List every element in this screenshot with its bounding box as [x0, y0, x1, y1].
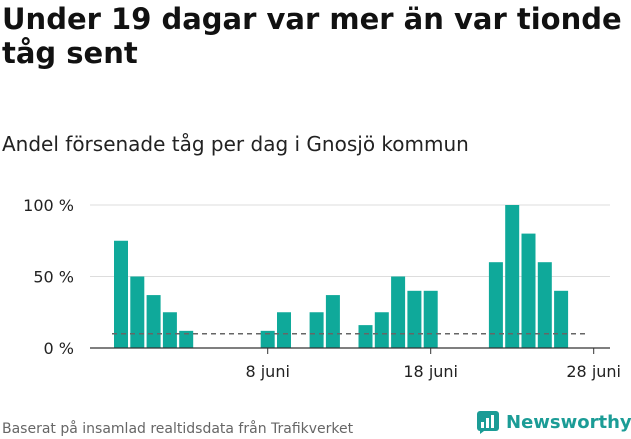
bar [146, 295, 161, 348]
y-tick-label: 100 % [23, 196, 74, 215]
bar [114, 240, 128, 348]
bar-chart: 0 % 50 % 100 % 8 juni 18 juni 28 juni [23, 196, 621, 381]
bar [130, 276, 145, 348]
bar [505, 205, 520, 348]
x-tick-label: 8 juni [245, 362, 289, 381]
bar [521, 233, 536, 348]
y-tick-label: 0 % [44, 339, 74, 358]
x-tick-label: 28 juni [566, 362, 621, 381]
x-tick-label: 18 juni [403, 362, 458, 381]
bar [162, 312, 177, 348]
y-tick-label: 50 % [33, 268, 74, 287]
source-note: Baserat på insamlad realtidsdata från Tr… [2, 421, 354, 437]
bar [488, 262, 503, 348]
bar [391, 276, 406, 348]
bar [179, 330, 194, 348]
chart-subtitle: Andel försenade tåg per dag i Gnosjö kom… [2, 132, 469, 156]
newsworthy-brand[interactable]: Newsworthy [476, 408, 631, 436]
brand-name: Newsworthy [506, 411, 631, 433]
bar [325, 295, 340, 348]
bar [374, 312, 389, 348]
bar [260, 330, 275, 348]
bar [423, 290, 438, 348]
bar [537, 262, 552, 348]
newsworthy-logo-icon [477, 411, 499, 434]
bar [309, 312, 324, 348]
chart-title: Under 19 dagar var mer än var tionde tåg… [2, 2, 622, 70]
bar [358, 325, 373, 348]
bar [554, 290, 569, 348]
bar [407, 290, 422, 348]
bar [277, 312, 291, 348]
